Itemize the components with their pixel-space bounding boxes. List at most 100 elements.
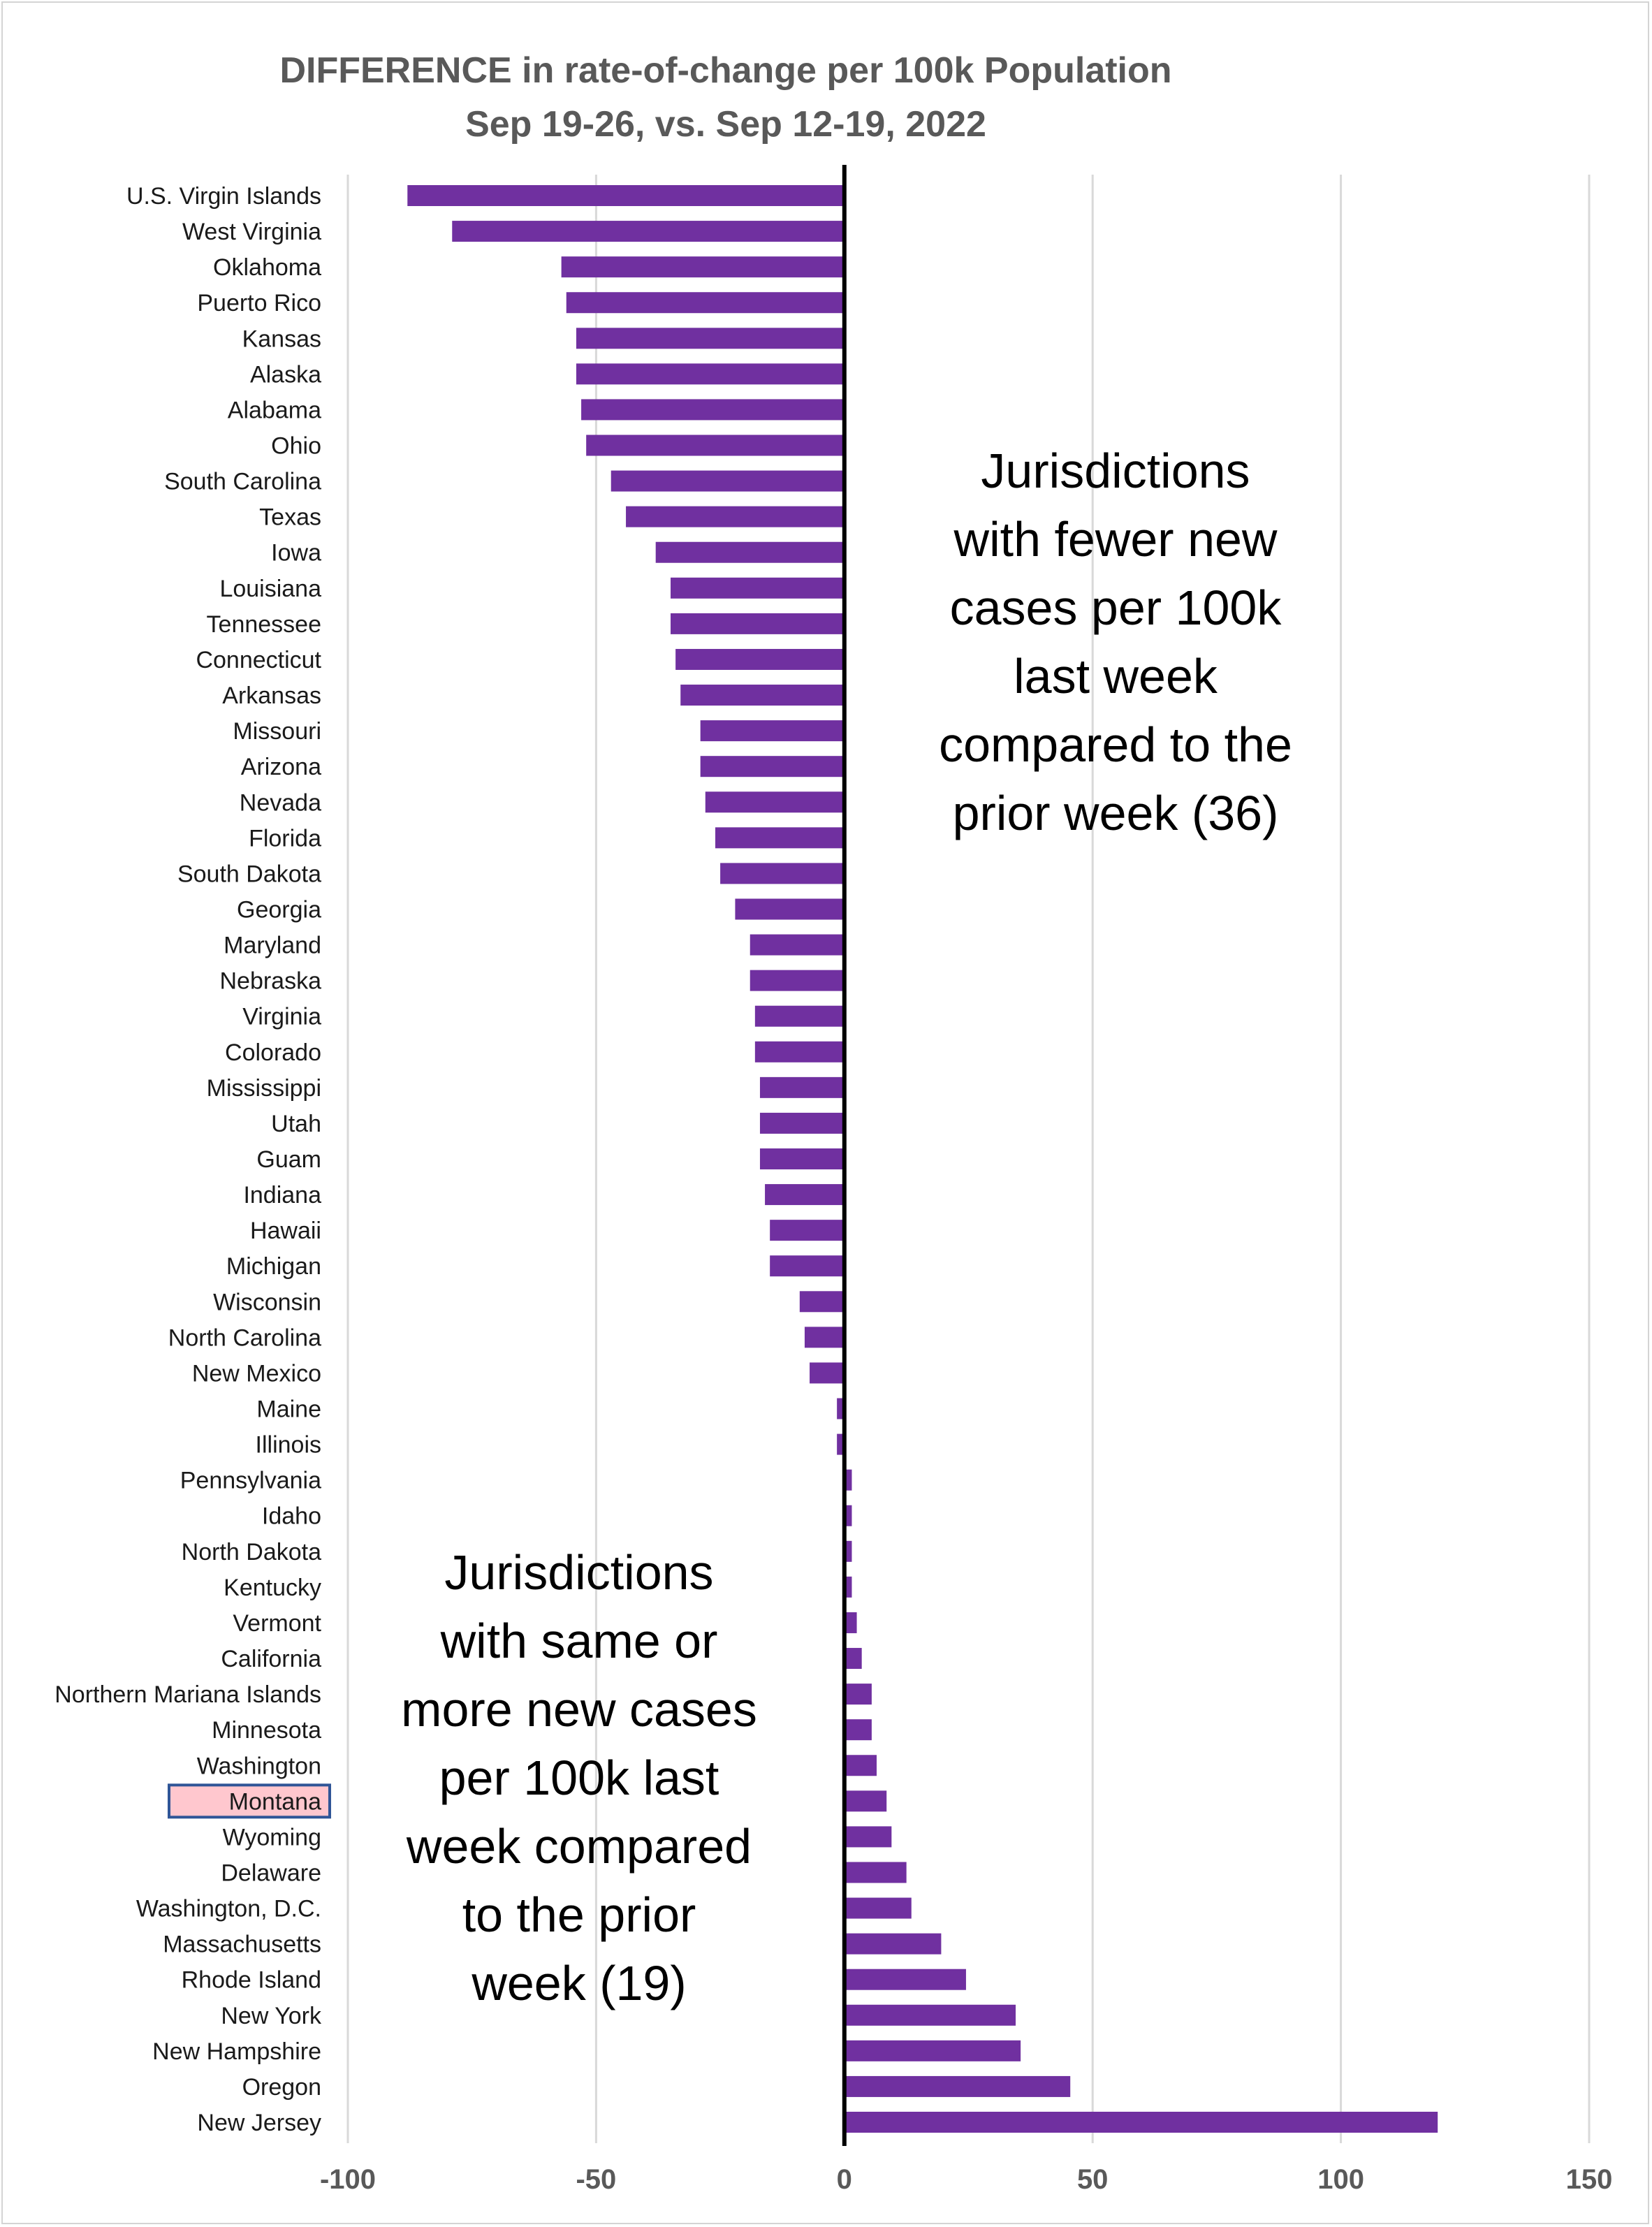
bar-connecticut: [675, 648, 845, 670]
category-label-washington-d-c: Washington, D.C.: [136, 1896, 321, 1922]
category-label-illinois: Illinois: [256, 1432, 321, 1459]
bar-washington-d-c: [844, 1897, 912, 1919]
bar-utah: [759, 1112, 845, 1134]
value-axis-tick-labels: -100 -50 0 50 100 150: [320, 2164, 1612, 2195]
bar-florida: [715, 827, 845, 849]
category-label-texas: Texas: [259, 504, 321, 531]
bar-mississippi: [759, 1076, 845, 1098]
annotation-fewer-line-1: Jurisdictions: [981, 444, 1250, 498]
annotation-more: Jurisdictions with same or more new cases p…: [401, 1545, 757, 2010]
annotation-more-line-6: to the prior: [462, 1888, 696, 1942]
tick-label-0: 0: [837, 2164, 852, 2195]
annotation-more-line-2: with same or: [440, 1614, 718, 1668]
category-label-tennessee: Tennessee: [207, 611, 321, 638]
annotation-fewer-line-6: prior week (36): [953, 786, 1279, 840]
bar-nebraska: [750, 970, 845, 991]
bar-montana: [844, 1790, 887, 1812]
category-label-indiana: Indiana: [243, 1182, 321, 1209]
bar-vermont: [844, 1612, 857, 1633]
category-label-alaska: Alaska: [250, 361, 321, 388]
category-label-kansas: Kansas: [242, 326, 321, 352]
bar-west-virginia: [452, 221, 845, 242]
category-label-michigan: Michigan: [226, 1253, 321, 1280]
category-label-arizona: Arizona: [241, 754, 321, 780]
category-label-georgia: Georgia: [237, 896, 321, 923]
category-label-ohio: Ohio: [271, 433, 321, 460]
category-label-florida: Florida: [249, 825, 321, 852]
bar-new-hampshire: [844, 2040, 1021, 2061]
bar-maryland: [750, 934, 845, 956]
category-label-northern-mariana-islands: Northern Mariana Islands: [54, 1681, 321, 1708]
annotation-more-line-5: week compared: [406, 1819, 752, 1874]
bar-texas: [626, 506, 845, 527]
category-label-south-dakota: South Dakota: [177, 861, 321, 887]
category-label-north-carolina: North Carolina: [168, 1324, 321, 1351]
bar-washington: [844, 1755, 877, 1776]
category-label-new-hampshire: New Hampshire: [152, 2038, 321, 2065]
tick-label-150: 150: [1566, 2164, 1613, 2195]
annotation-fewer: Jurisdictions with fewer new cases per 100…: [939, 444, 1292, 840]
category-label-minnesota: Minnesota: [212, 1717, 321, 1744]
tick-label-50: 50: [1077, 2164, 1109, 2195]
bar-arkansas: [680, 685, 845, 706]
category-label-california: California: [221, 1646, 321, 1672]
bar-wyoming: [844, 1826, 892, 1848]
category-label-connecticut: Connecticut: [196, 647, 321, 673]
bar-rhode-island: [844, 1969, 966, 1990]
category-label-vermont: Vermont: [233, 1610, 321, 1637]
bar-north-dakota: [844, 1540, 852, 1562]
category-label-massachusetts: Massachusetts: [163, 1932, 321, 1958]
category-label-washington: Washington: [197, 1753, 321, 1779]
annotation-fewer-line-4: last week: [1014, 649, 1218, 703]
highlight-box-montana: [168, 1783, 331, 1819]
bar-missouri: [700, 720, 845, 742]
gridlines: [346, 175, 1591, 2143]
category-label-louisiana: Louisiana: [219, 576, 321, 602]
category-label-maryland: Maryland: [224, 933, 321, 959]
category-label-virginia: Virginia: [242, 1004, 321, 1030]
bar-illinois: [837, 1433, 845, 1455]
bar-puerto-rico: [566, 292, 845, 314]
bar-colorado: [754, 1041, 845, 1063]
category-axis-labels: U.S. Virgin Islands West Virginia Oklahoma…: [54, 183, 322, 2136]
category-label-north-dakota: North Dakota: [182, 1539, 321, 1565]
category-label-south-carolina: South Carolina: [164, 469, 321, 495]
bar-iowa: [655, 541, 845, 563]
bar-new-york: [844, 2004, 1016, 2026]
annotation-more-line-7: week (19): [471, 1956, 686, 2010]
bar-maine: [837, 1398, 845, 1419]
category-label-new-york: New York: [221, 2003, 322, 2029]
bar-series: [407, 185, 1438, 2133]
bar-arizona: [700, 756, 845, 777]
bar-alabama: [581, 399, 845, 421]
bar-north-carolina: [804, 1327, 845, 1348]
bar-northern-mariana-islands: [844, 1684, 872, 1705]
bar-south-dakota: [720, 863, 845, 884]
category-label-nevada: Nevada: [240, 789, 321, 816]
category-label-kentucky: Kentucky: [224, 1575, 321, 1601]
category-label-wyoming: Wyoming: [223, 1824, 321, 1850]
bar-guam: [759, 1148, 845, 1169]
annotations: Jurisdictions with fewer new cases per 100…: [401, 444, 1292, 2010]
bar-new-mexico: [810, 1362, 845, 1384]
bar-california: [844, 1648, 862, 1670]
bar-tennessee: [671, 613, 845, 634]
category-label-oregon: Oregon: [242, 2074, 321, 2101]
category-label-alabama: Alabama: [228, 397, 321, 423]
category-label-nebraska: Nebraska: [219, 968, 321, 995]
category-label-oklahoma: Oklahoma: [213, 254, 321, 281]
annotation-fewer-line-2: with fewer new: [953, 512, 1278, 567]
category-label-new-jersey: New Jersey: [197, 2110, 321, 2136]
bar-kansas: [576, 328, 845, 349]
category-label-rhode-island: Rhode Island: [182, 1967, 321, 1994]
bar-kentucky: [844, 1576, 852, 1598]
bar-oklahoma: [561, 256, 845, 278]
chart-title-line-1: DIFFERENCE in rate-of-change per 100k Po…: [279, 50, 1171, 91]
bar-ohio: [586, 435, 845, 456]
category-label-utah: Utah: [271, 1111, 321, 1137]
bar-indiana: [765, 1184, 845, 1206]
bar-u-s-virgin-islands: [407, 185, 845, 206]
bar-alaska: [576, 363, 845, 385]
chart-title-line-2: Sep 19-26, vs. Sep 12-19, 2022: [465, 104, 986, 145]
